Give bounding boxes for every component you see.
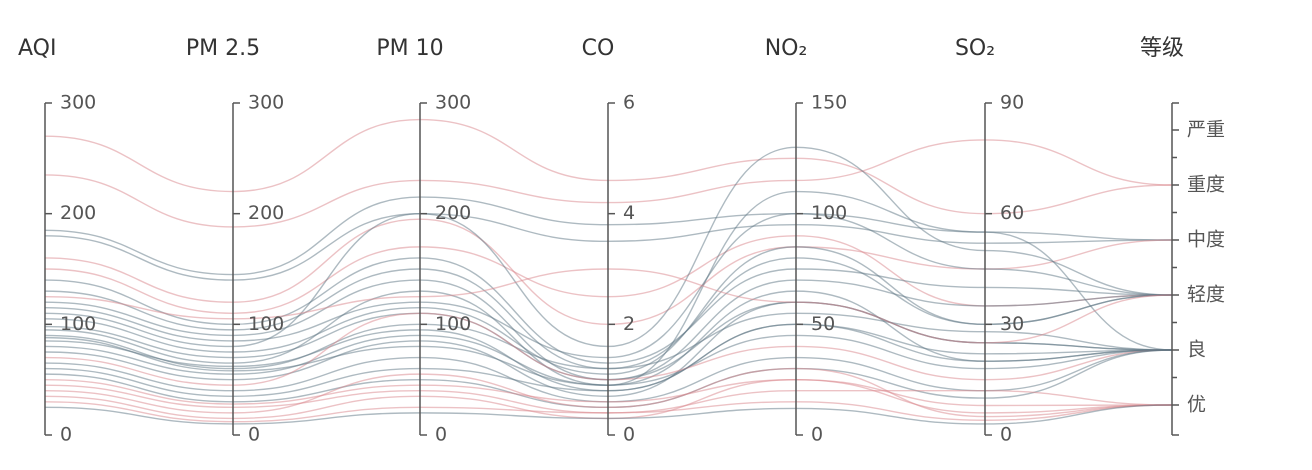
tick-label: 100 <box>435 313 471 335</box>
tick-label: 60 <box>1000 202 1024 224</box>
tick-label: 300 <box>248 92 284 114</box>
tick-label: 300 <box>60 92 96 114</box>
tick-label: 0 <box>623 424 635 446</box>
axis-title: PM 2.5 <box>186 36 260 61</box>
axis-title: 等级 <box>1140 36 1184 61</box>
axis-title: NO₂ <box>765 36 808 61</box>
tick-label: 重度 <box>1187 174 1225 196</box>
tick-label: 严重 <box>1187 119 1225 141</box>
tick-label: 6 <box>623 92 635 114</box>
data-line <box>44 146 1173 348</box>
axis-title: PM 10 <box>376 36 443 61</box>
axis-title: AQI <box>18 36 56 61</box>
tick-label: 90 <box>1000 92 1024 114</box>
tick-label: 轻度 <box>1187 284 1225 306</box>
tick-label: 0 <box>60 424 72 446</box>
tick-label: 200 <box>60 202 96 224</box>
tick-label: 30 <box>1000 313 1024 335</box>
tick-label: 100 <box>248 313 284 335</box>
tick-label: 0 <box>248 424 260 446</box>
tick-label: 0 <box>435 424 447 446</box>
tick-label: 良 <box>1187 339 1206 361</box>
tick-label: 优 <box>1187 394 1206 416</box>
tick-label: 100 <box>811 202 847 224</box>
tick-label: 2 <box>623 313 635 335</box>
tick-label: 200 <box>248 202 284 224</box>
tick-label: 0 <box>811 424 823 446</box>
axis-title: CO <box>582 36 615 61</box>
tick-label: 4 <box>623 202 635 224</box>
tick-label: 300 <box>435 92 471 114</box>
tick-label: 150 <box>811 92 847 114</box>
data-line <box>44 190 1173 386</box>
tick-label: 200 <box>435 202 471 224</box>
axis-title: SO₂ <box>955 36 995 61</box>
data-line <box>44 212 1173 359</box>
tick-label: 0 <box>1000 424 1012 446</box>
tick-label: 中度 <box>1187 229 1225 251</box>
tick-label: 100 <box>60 313 96 335</box>
data-line <box>44 246 1173 375</box>
tick-label: 50 <box>811 313 835 335</box>
